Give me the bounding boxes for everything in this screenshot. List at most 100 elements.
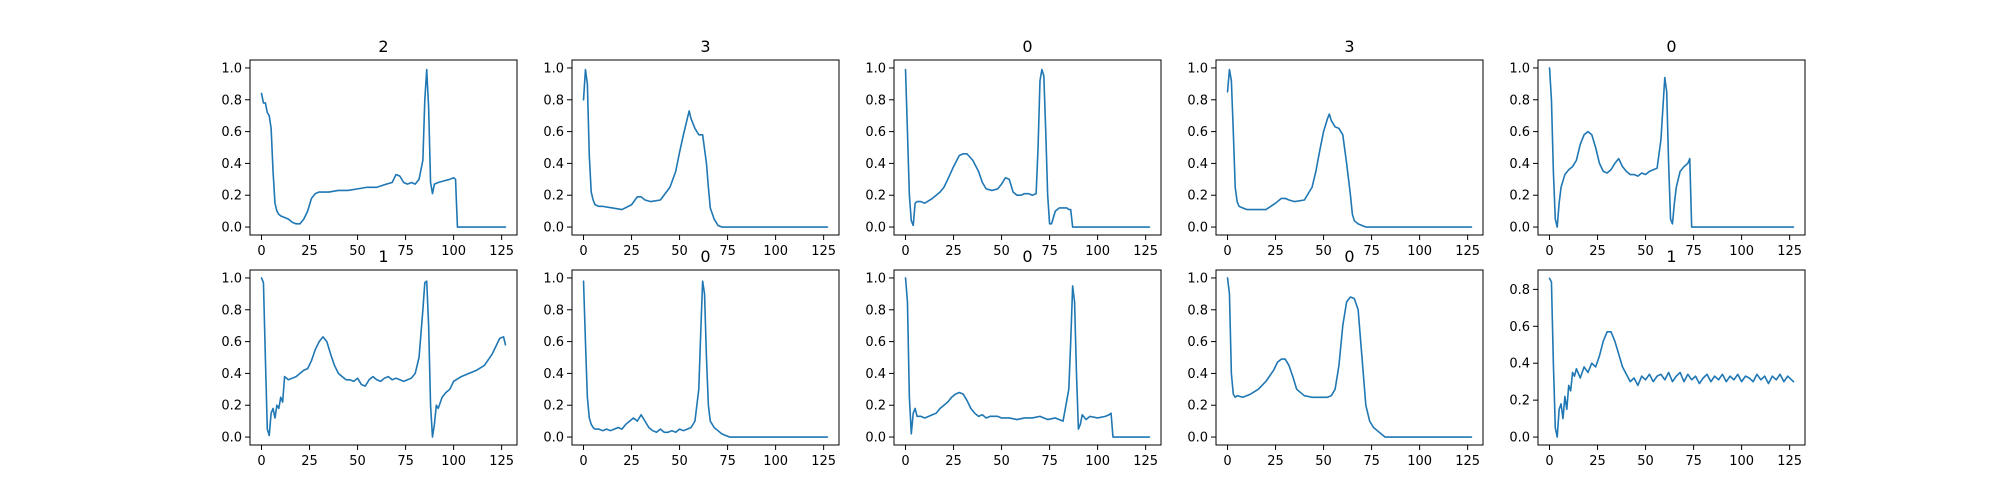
x-tick-label: 25 <box>1589 244 1606 259</box>
x-tick-label: 25 <box>945 244 962 259</box>
y-tick-label: 0.0 <box>865 431 886 446</box>
y-tick-label: 0.4 <box>221 157 242 172</box>
x-tick-label: 25 <box>1267 454 1284 469</box>
y-tick-label: 0.8 <box>543 303 564 318</box>
y-tick-label: 0.0 <box>1509 221 1530 236</box>
subplot-4: 3 0 25 50 75 100 125 0.0 0.2 0.4 0.6 0.8 1.0 <box>1187 37 1484 259</box>
x-tick-label: 75 <box>1685 454 1702 469</box>
y-tick-label: 1.0 <box>543 271 564 286</box>
y-tick-label: 0.4 <box>543 157 564 172</box>
y-tick-label: 0.8 <box>1187 93 1208 108</box>
y-tick-label: 0.6 <box>221 125 242 140</box>
x-tick-label: 125 <box>1777 244 1802 259</box>
x-tick-label: 25 <box>1589 454 1606 469</box>
x-tick-label: 0 <box>901 244 909 259</box>
subplot-5: 0 0 25 50 75 100 125 0.0 0.2 0.4 0.6 0.8 1.0 <box>1509 37 1806 259</box>
subplot-1: 2 0 25 50 75 100 125 0.0 0.2 0.4 0.6 0.8 1.0 <box>221 37 518 259</box>
subplot-title: 0 <box>700 247 710 266</box>
x-tick-label: 0 <box>1545 454 1553 469</box>
series-line <box>1226 68 1473 228</box>
x-tick-label: 0 <box>579 454 587 469</box>
y-tick-label: 1.0 <box>221 271 242 286</box>
x-tick-label: 50 <box>1637 454 1654 469</box>
y-tick-label: 0.6 <box>221 335 242 350</box>
series-line <box>582 68 829 228</box>
subplot-title: 1 <box>378 247 388 266</box>
y-tick-label: 0.6 <box>1509 125 1530 140</box>
y-tick-label: 0.0 <box>1509 431 1530 446</box>
y-tick-label: 0.8 <box>221 93 242 108</box>
y-tick-label: 0.4 <box>1187 367 1208 382</box>
y-tick-label: 0.4 <box>1509 157 1530 172</box>
y-tick-label: 0.2 <box>1509 394 1530 409</box>
y-tick-label: 0.8 <box>543 93 564 108</box>
x-tick-label: 100 <box>1407 244 1432 259</box>
series-line <box>1548 67 1795 228</box>
series-line <box>1226 277 1473 438</box>
y-tick-label: 0.8 <box>221 303 242 318</box>
subplot-title: 2 <box>378 37 388 56</box>
y-tick-label: 0.8 <box>865 303 886 318</box>
y-tick-label: 0.8 <box>865 93 886 108</box>
y-tick-label: 0.4 <box>221 367 242 382</box>
y-tick-label: 0.6 <box>865 125 886 140</box>
subplot-title: 1 <box>1666 247 1676 266</box>
subplot-8: 0 0 25 50 75 100 125 0.0 0.2 0.4 0.6 0.8 1.0 <box>865 247 1162 469</box>
subplot-title: 0 <box>1022 37 1032 56</box>
x-tick-label: 75 <box>719 244 736 259</box>
x-tick-label: 75 <box>1685 244 1702 259</box>
plot-frame <box>249 59 518 236</box>
y-tick-label: 0.4 <box>865 157 886 172</box>
series-line <box>1548 277 1795 438</box>
x-tick-label: 100 <box>1085 244 1110 259</box>
subplot-7: 0 0 25 50 75 100 125 0.0 0.2 0.4 0.6 0.8 1.0 <box>543 247 840 469</box>
y-tick-label: 0.2 <box>543 189 564 204</box>
x-tick-label: 125 <box>1455 244 1480 259</box>
series-line <box>582 280 829 438</box>
y-tick-label: 0.6 <box>543 335 564 350</box>
plot-frame <box>1215 269 1484 446</box>
x-tick-label: 50 <box>1315 454 1332 469</box>
y-tick-label: 0.6 <box>1509 320 1530 335</box>
x-tick-label: 50 <box>671 454 688 469</box>
x-tick-label: 75 <box>1363 244 1380 259</box>
y-tick-label: 1.0 <box>543 61 564 76</box>
x-tick-label: 0 <box>257 244 265 259</box>
y-tick-label: 0.2 <box>221 189 242 204</box>
y-tick-label: 0.0 <box>865 221 886 236</box>
x-tick-label: 100 <box>763 454 788 469</box>
x-tick-label: 50 <box>993 244 1010 259</box>
x-tick-label: 50 <box>1315 244 1332 259</box>
y-tick-label: 0.2 <box>221 399 242 414</box>
series-line <box>904 277 1151 438</box>
x-tick-label: 100 <box>1085 454 1110 469</box>
y-tick-label: 1.0 <box>221 61 242 76</box>
y-tick-label: 0.4 <box>543 367 564 382</box>
x-tick-label: 75 <box>397 244 414 259</box>
x-tick-label: 0 <box>901 454 909 469</box>
x-tick-label: 100 <box>1729 244 1754 259</box>
x-tick-label: 75 <box>1041 244 1058 259</box>
y-tick-label: 0.4 <box>865 367 886 382</box>
x-tick-label: 125 <box>811 244 836 259</box>
subplot-title: 3 <box>700 37 710 56</box>
x-tick-label: 0 <box>1223 454 1231 469</box>
y-tick-label: 1.0 <box>1187 61 1208 76</box>
plot-frame <box>1215 59 1484 236</box>
x-tick-label: 100 <box>1729 454 1754 469</box>
plot-frame <box>571 269 840 446</box>
x-tick-label: 125 <box>489 454 514 469</box>
y-tick-label: 0.2 <box>865 189 886 204</box>
x-tick-label: 125 <box>1455 454 1480 469</box>
subplot-title: 0 <box>1344 247 1354 266</box>
x-tick-label: 0 <box>579 244 587 259</box>
x-tick-label: 50 <box>671 244 688 259</box>
x-tick-label: 125 <box>1133 244 1158 259</box>
y-tick-label: 1.0 <box>1187 271 1208 286</box>
plot-frame <box>1537 59 1806 236</box>
subplot-6: 1 0 25 50 75 100 125 0.0 0.2 0.4 0.6 0.8 1.0 <box>221 247 518 469</box>
x-tick-label: 25 <box>623 244 640 259</box>
y-tick-label: 0.0 <box>543 221 564 236</box>
x-tick-label: 100 <box>763 244 788 259</box>
